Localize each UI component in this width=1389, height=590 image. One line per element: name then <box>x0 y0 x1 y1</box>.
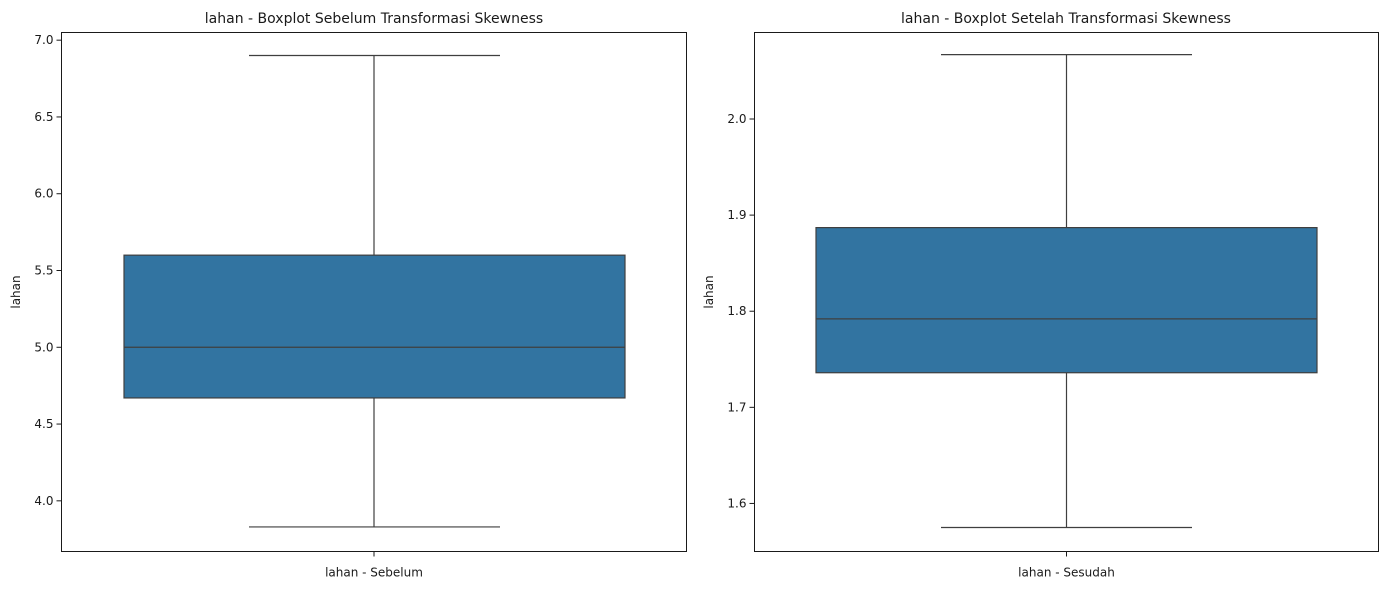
y-axis-label: lahan <box>702 275 716 308</box>
y-tick-label: 7.0 <box>34 33 53 47</box>
y-tick-label: 4.5 <box>34 417 53 431</box>
box-marks <box>123 54 626 528</box>
y-tick-label: 1.8 <box>727 304 746 318</box>
box-iqr <box>815 227 1318 374</box>
plot-frame <box>754 32 1379 552</box>
box-marks <box>815 54 1318 529</box>
y-tick-label: 6.5 <box>34 110 53 124</box>
chart-right: lahan - Boxplot Setelah Transformasi Ske… <box>702 11 1379 580</box>
y-tick-label: 1.7 <box>727 400 746 414</box>
y-tick-label: 4.0 <box>34 494 53 508</box>
y-axis: 1.6 1.7 1.8 1.9 2.0 <box>727 112 755 510</box>
y-tick-label: 1.6 <box>727 496 746 510</box>
x-axis: lahan - Sesudah <box>1018 551 1115 580</box>
x-axis: lahan - Sebelum <box>325 551 423 580</box>
x-tick-label: lahan - Sebelum <box>325 566 423 580</box>
y-axis-label: lahan <box>9 275 23 308</box>
x-tick-label: lahan - Sesudah <box>1018 566 1115 580</box>
y-tick-label: 1.9 <box>727 208 746 222</box>
chart-left: lahan - Boxplot Sebelum Transformasi Ske… <box>9 11 687 580</box>
box-iqr <box>123 254 626 399</box>
y-axis: 4.0 4.5 5.0 5.5 6.0 6.5 7.0 <box>34 33 62 508</box>
chart-title: lahan - Boxplot Setelah Transformasi Ske… <box>901 11 1231 27</box>
chart-title: lahan - Boxplot Sebelum Transformasi Ske… <box>205 11 543 27</box>
y-tick-label: 5.5 <box>34 264 53 278</box>
plot-frame <box>61 32 687 552</box>
y-tick-label: 2.0 <box>727 112 746 126</box>
y-tick-label: 6.0 <box>34 187 53 201</box>
y-tick-label: 5.0 <box>34 340 53 354</box>
